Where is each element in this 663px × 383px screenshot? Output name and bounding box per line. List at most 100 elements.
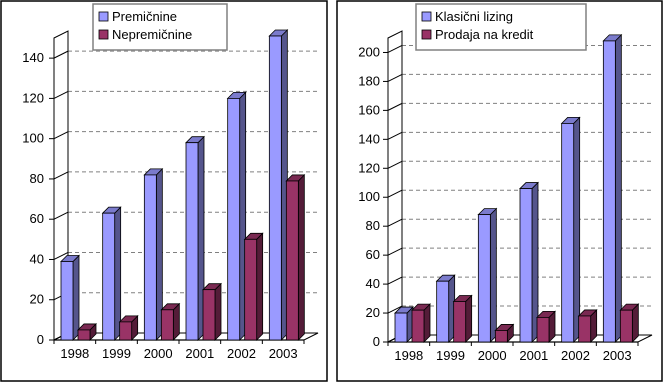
grid-side-tick bbox=[387, 305, 403, 314]
bar bbox=[435, 274, 456, 343]
x-tick-label: 1998 bbox=[60, 346, 89, 361]
y-tick-label: 40 bbox=[366, 276, 380, 291]
bar-front bbox=[77, 329, 91, 341]
bar-side bbox=[614, 33, 622, 343]
y-tick-label: 20 bbox=[366, 305, 380, 320]
y-tick-label: 180 bbox=[358, 73, 380, 88]
bar-side bbox=[114, 206, 122, 341]
bar-side bbox=[72, 254, 80, 341]
legend-swatch bbox=[421, 29, 432, 40]
bar bbox=[77, 322, 97, 341]
y-tick-label: 80 bbox=[366, 218, 380, 233]
bar bbox=[519, 181, 539, 343]
bar bbox=[285, 173, 306, 341]
bar bbox=[202, 282, 222, 341]
y-tick-label: 20 bbox=[30, 292, 44, 307]
bar bbox=[243, 232, 264, 341]
bar-side bbox=[297, 173, 305, 341]
bar bbox=[394, 306, 414, 343]
legend-swatch bbox=[98, 29, 109, 40]
y-tick-label: 160 bbox=[358, 102, 380, 117]
x-tick-label: 2002 bbox=[561, 348, 590, 363]
bar-side bbox=[423, 303, 431, 343]
bar bbox=[118, 314, 139, 341]
bar bbox=[60, 254, 80, 341]
bar-front bbox=[202, 289, 216, 341]
bar bbox=[602, 33, 623, 343]
bar-side bbox=[465, 294, 473, 343]
y-tick-label: 120 bbox=[358, 160, 380, 175]
y-tick-label: 100 bbox=[358, 189, 380, 204]
bar-front bbox=[143, 174, 157, 341]
bar-front bbox=[227, 98, 241, 341]
bar-side bbox=[631, 303, 639, 343]
grid-side-tick bbox=[53, 171, 69, 180]
bar-front bbox=[394, 312, 408, 343]
bar-front bbox=[102, 212, 116, 341]
bar-front bbox=[519, 188, 533, 343]
x-tick-label: 2000 bbox=[478, 348, 507, 363]
grid-side-tick bbox=[387, 247, 403, 256]
y-tick-label: 0 bbox=[373, 334, 380, 349]
x-tick-label: 2003 bbox=[269, 346, 298, 361]
bar-front bbox=[268, 35, 282, 341]
bar bbox=[452, 294, 473, 343]
bar bbox=[560, 116, 581, 343]
bar-front bbox=[285, 180, 299, 341]
bar bbox=[268, 29, 289, 341]
bar-front bbox=[477, 214, 491, 343]
y-tick-label: 140 bbox=[22, 50, 44, 65]
legend-label: Klasični lizing bbox=[435, 9, 513, 24]
bar-front bbox=[453, 301, 467, 343]
bar bbox=[411, 303, 431, 343]
grid-side-tick bbox=[387, 73, 403, 82]
legend-swatch bbox=[421, 11, 432, 22]
legend-box bbox=[92, 3, 228, 51]
y-tick-label: 200 bbox=[358, 44, 380, 59]
legend-swatch bbox=[98, 11, 109, 22]
x-tick-label: 1999 bbox=[102, 346, 131, 361]
bar-front bbox=[436, 280, 450, 343]
grid-side-tick bbox=[53, 50, 69, 59]
bar-side bbox=[256, 232, 264, 341]
bar-front bbox=[561, 123, 575, 343]
grid-side-tick bbox=[387, 102, 403, 111]
bar-front bbox=[578, 315, 592, 343]
bar bbox=[536, 310, 556, 343]
bar-front bbox=[119, 321, 133, 341]
bar-front bbox=[536, 316, 550, 343]
bar-front bbox=[244, 238, 258, 341]
legend-label: Nepremičnine bbox=[112, 27, 192, 42]
bar-front bbox=[619, 309, 633, 343]
y-tick-label: 60 bbox=[366, 247, 380, 262]
bar-side bbox=[573, 116, 581, 343]
x-tick-label: 2002 bbox=[227, 346, 256, 361]
bar bbox=[143, 167, 164, 341]
legend-label: Premičnine bbox=[112, 9, 177, 24]
grid-side-tick bbox=[387, 276, 403, 285]
bar-front bbox=[60, 261, 74, 341]
bar-side bbox=[489, 207, 497, 343]
y-tick-label: 100 bbox=[22, 131, 44, 146]
x-tick-label: 2001 bbox=[519, 348, 548, 363]
bar bbox=[160, 302, 181, 341]
legend: Klasični lizing Prodaja na kredit bbox=[415, 3, 587, 51]
y-tick-label: 60 bbox=[30, 211, 44, 226]
bar bbox=[619, 303, 640, 343]
y-tick-label: 80 bbox=[30, 171, 44, 186]
legend-label: Prodaja na kredit bbox=[435, 27, 534, 42]
grid-side-tick bbox=[53, 252, 69, 260]
grid-side-tick bbox=[53, 131, 69, 140]
y-tick-label: 0 bbox=[37, 332, 44, 347]
bar bbox=[226, 91, 247, 341]
grid-side-tick bbox=[53, 90, 69, 99]
x-tick-label: 1999 bbox=[436, 348, 465, 363]
grid-side-tick bbox=[387, 189, 403, 198]
bar-side bbox=[214, 282, 222, 341]
bar bbox=[101, 206, 122, 341]
bar bbox=[494, 323, 515, 343]
bar-front bbox=[411, 309, 425, 343]
bar-front bbox=[494, 330, 508, 343]
